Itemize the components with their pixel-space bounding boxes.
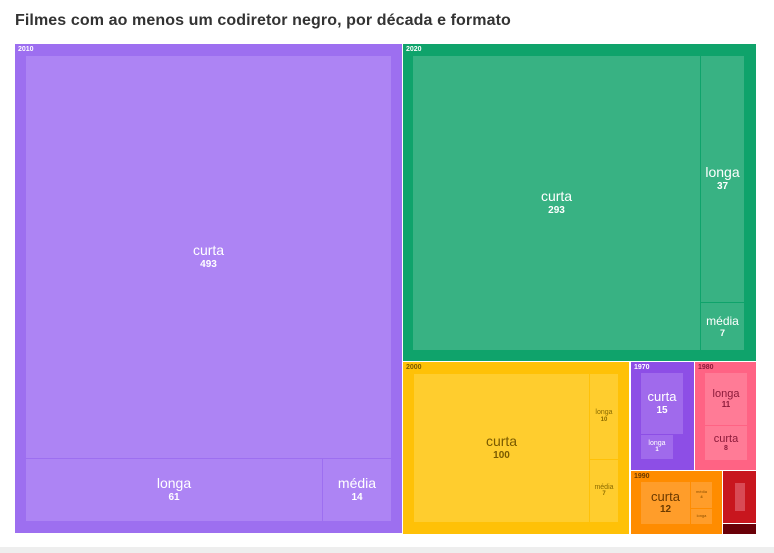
cell-label: curta [647, 389, 677, 405]
cell-2000-curta[interactable]: curta 100 [414, 374, 589, 522]
cell-label: longa [648, 439, 666, 447]
cell-value: 37 [716, 180, 729, 192]
cell-value: 11 [721, 400, 731, 410]
cell-value: 493 [200, 258, 217, 270]
group-2020[interactable]: 2020 curta 293 longa 37 média 7 [403, 44, 756, 361]
cell-2000-longa[interactable]: longa 10 [590, 374, 618, 459]
cell-label: longa [696, 513, 707, 519]
cell-value: 14 [351, 491, 363, 503]
group-1970[interactable]: 1970 curta 15 longa 1 [631, 362, 694, 470]
group-1980[interactable]: 1980 longa 11 curta 8 [695, 362, 756, 470]
cell-2000-media[interactable]: média 7 [590, 460, 618, 522]
group-2000[interactable]: 2000 curta 100 longa 10 média 7 [403, 362, 629, 534]
cell-value: 10 [600, 416, 608, 423]
group-label-1980: 1980 [698, 364, 714, 371]
group-label-1990: 1990 [634, 473, 650, 480]
cell-label: média [696, 489, 707, 495]
cell-2020-curta[interactable]: curta 293 [413, 56, 700, 350]
group-2010[interactable]: 2010 curta 493 longa 61 média 14 [15, 44, 402, 533]
group-1990[interactable]: 1990 curta 12 média 4 longa [631, 471, 722, 534]
cell-1990-media[interactable]: média 4 [691, 482, 712, 508]
cell-label: longa [712, 388, 740, 401]
cell-value: 61 [168, 491, 180, 503]
cell-1990-longa[interactable]: longa [691, 509, 712, 524]
cell-value: 4 [700, 493, 703, 499]
cell-2020-longa[interactable]: longa 37 [701, 56, 744, 302]
cell-label: curta [540, 188, 573, 205]
group-label-2000: 2000 [406, 364, 422, 371]
cell-value: 8 [724, 444, 728, 452]
cell-label: média [706, 313, 739, 328]
cell-value: 1 [655, 447, 659, 454]
cell-2020-media[interactable]: média 7 [701, 303, 744, 350]
group-darkred-small[interactable] [723, 524, 756, 534]
group-red-small[interactable] [723, 471, 756, 523]
footer-bar [0, 547, 774, 553]
group-label-2010: 2010 [18, 46, 34, 53]
cell-1980-longa[interactable]: longa 11 [705, 373, 747, 425]
cell-label: curta [192, 242, 225, 259]
cell-1970-longa[interactable]: longa 1 [641, 435, 673, 459]
cell-value: 293 [548, 204, 565, 216]
cell-value: 7 [602, 491, 606, 498]
cell-value: 15 [656, 404, 668, 416]
cell-1980-curta[interactable]: curta 8 [705, 426, 747, 460]
cell-label: longa [156, 475, 192, 492]
cell-2010-curta[interactable]: curta 493 [26, 56, 391, 458]
chart-title: Filmes com ao menos um codiretor negro, … [15, 12, 511, 29]
cell-2010-longa[interactable]: longa 61 [26, 459, 322, 521]
cell-label: curta [485, 433, 518, 450]
cell-value: 100 [493, 449, 510, 461]
cell-value: 7 [719, 327, 725, 338]
cell-label: longa [705, 164, 740, 181]
cell-label: curta [713, 432, 739, 445]
group-label-1970: 1970 [634, 364, 650, 371]
cell-2010-media[interactable]: média 14 [323, 459, 391, 521]
group-label-2020: 2020 [406, 46, 422, 53]
cell-label: longa [595, 409, 613, 417]
cell-label: média [594, 483, 614, 491]
cell-value: 12 [659, 504, 672, 516]
cell-label: média [337, 475, 377, 492]
cell-label: curta [651, 488, 680, 504]
cell-1990-curta[interactable]: curta 12 [641, 482, 690, 524]
cell-red-small[interactable] [735, 483, 745, 511]
cell-1970-curta[interactable]: curta 15 [641, 373, 683, 434]
